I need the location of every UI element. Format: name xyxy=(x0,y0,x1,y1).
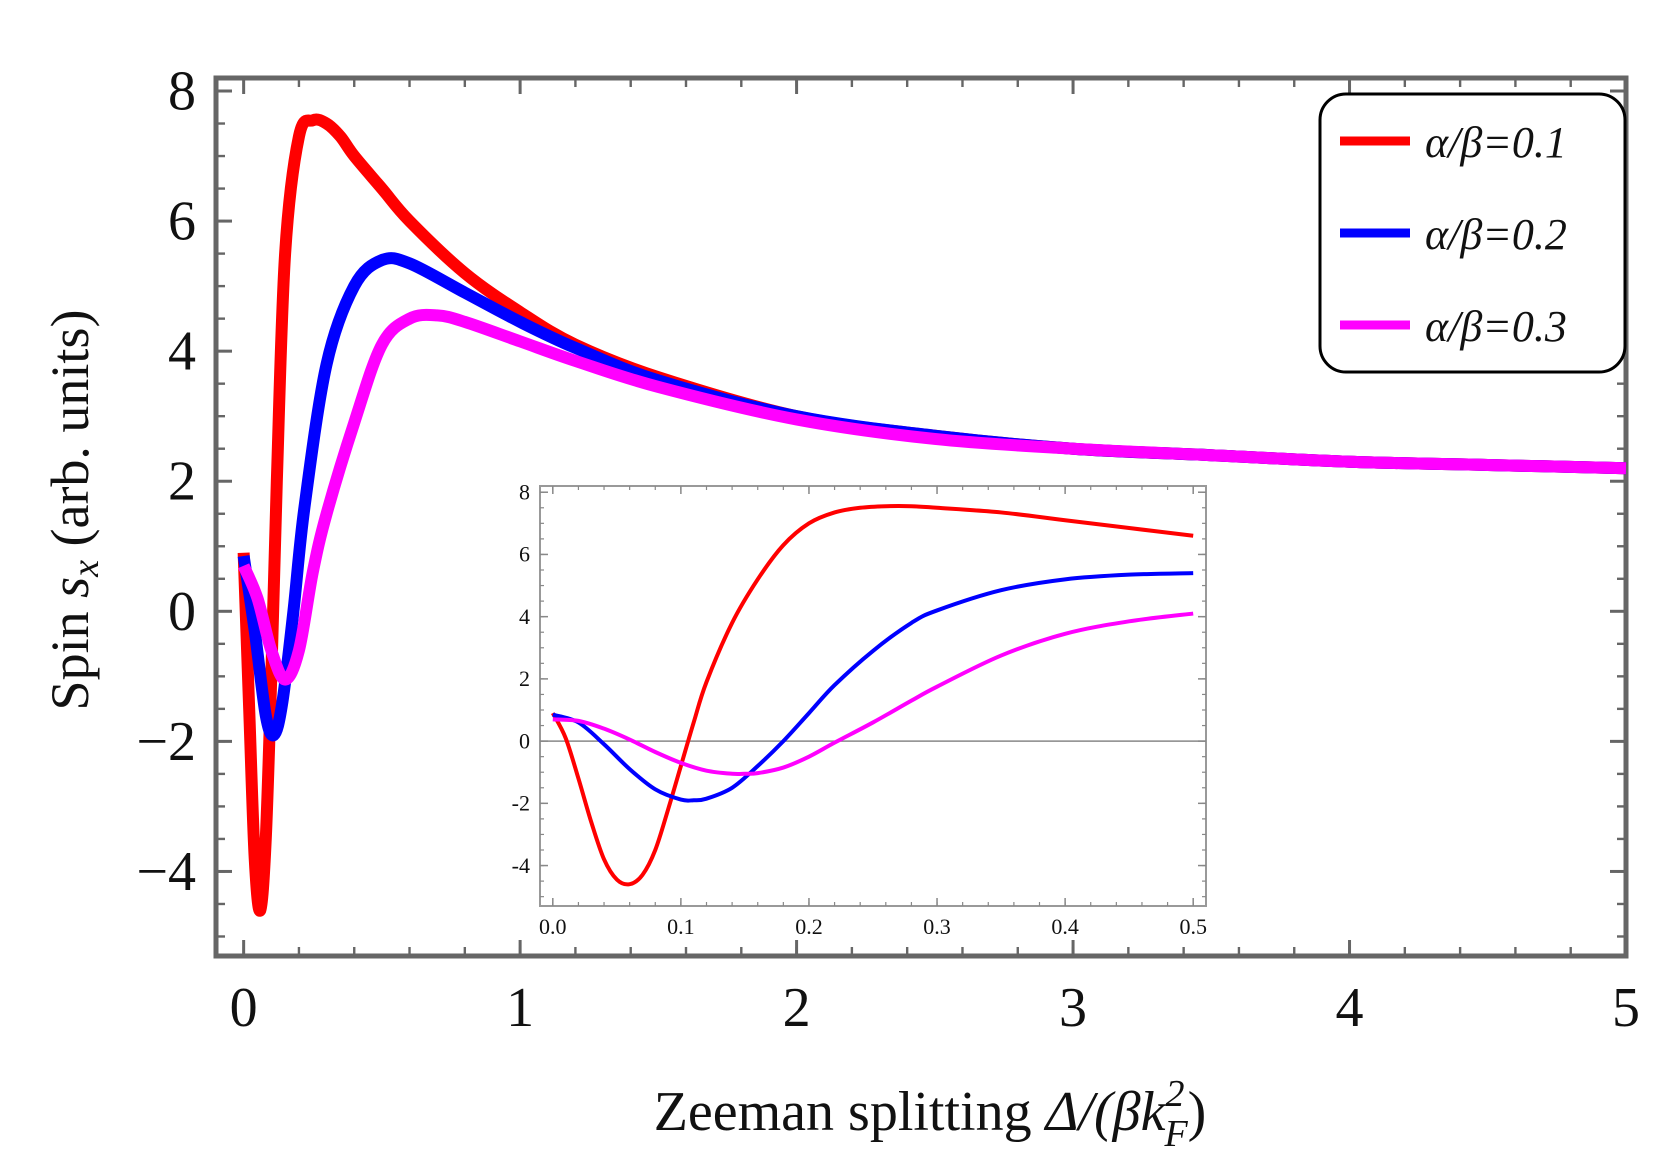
legend-box xyxy=(1318,92,1627,374)
inset-ytick-label: 2 xyxy=(519,666,530,691)
main-ytick-label: −4 xyxy=(136,841,196,903)
main-xtick-label: 5 xyxy=(1612,977,1640,1039)
inset-ticks: 0.0 0.1 0.2 0.3 0.4 0.5 -4 -2 0 2 4 6 8 xyxy=(512,479,1207,939)
main-ytick-label: 6 xyxy=(168,191,196,253)
main-ticks: 0 1 2 3 4 5 −4 −2 0 2 4 6 8 xyxy=(136,60,1640,1039)
inset-series-0-line xyxy=(551,504,1194,887)
main-xtick-label: 0 xyxy=(230,977,258,1039)
x-axis-title-prefix: Zeeman splitting xyxy=(654,1081,1046,1143)
main-series xyxy=(237,113,1627,917)
main-xtick-label: 3 xyxy=(1059,977,1087,1039)
main-xtick-label: 2 xyxy=(783,977,811,1039)
inset-plot-area xyxy=(539,485,1207,907)
x-axis-title-close: ) xyxy=(1188,1081,1207,1143)
y-axis-title-suffix: (arb. units) xyxy=(40,310,100,560)
main-series-2-line xyxy=(238,308,1627,686)
inset-series-1-line xyxy=(552,571,1194,803)
inset-xtick-label: 0.1 xyxy=(667,914,695,939)
x-axis-title-math: Δ/(βk xyxy=(1044,1081,1167,1143)
main-ytick-label: 0 xyxy=(168,581,196,643)
inset-xtick-label: 0.2 xyxy=(795,914,823,939)
y-axis-title-var: s xyxy=(40,577,100,598)
inset-ytick-label: 6 xyxy=(519,542,530,567)
legend-label-2: α/β=0.3 xyxy=(1425,302,1567,351)
y-axis-title-sub: x xyxy=(65,560,107,578)
inset-xtick-label: 0.5 xyxy=(1179,914,1207,939)
legend: α/β=0.1 α/β=0.2 α/β=0.3 xyxy=(1318,92,1627,374)
inset-ytick-label: -4 xyxy=(512,853,530,878)
inset-ytick-label: 0 xyxy=(519,728,530,753)
main-ytick-label: 8 xyxy=(168,60,196,122)
x-axis-title: Zeeman splitting Δ/(βk2 F) xyxy=(654,1073,1207,1155)
inset-xtick-label: 0.4 xyxy=(1051,914,1079,939)
x-axis-title-sup: 2 xyxy=(1165,1073,1184,1115)
inset-xtick-label: 0.3 xyxy=(923,914,951,939)
legend-label-1: α/β=0.2 xyxy=(1425,210,1567,259)
y-axis-title-prefix: Spin xyxy=(40,598,100,711)
legend-label-0: α/β=0.1 xyxy=(1425,118,1567,167)
inset-ytick-label: 8 xyxy=(519,479,530,504)
inset-ytick-label: -2 xyxy=(512,791,530,816)
inset-series-2-line xyxy=(552,611,1194,777)
main-xtick-label: 4 xyxy=(1336,977,1364,1039)
main-ytick-label: −2 xyxy=(136,711,196,773)
inset-ytick-label: 4 xyxy=(519,604,530,629)
inset-frame xyxy=(539,485,1207,907)
inset-xtick-label: 0.0 xyxy=(539,914,567,939)
main-ytick-label: 2 xyxy=(168,451,196,513)
inset-series xyxy=(551,504,1194,887)
main-xtick-label: 1 xyxy=(506,977,534,1039)
main-ytick-label: 4 xyxy=(168,321,196,383)
x-axis-title-sub: F xyxy=(1163,1113,1188,1155)
y-axis-title: Spin sx (arb. units) xyxy=(40,310,107,711)
